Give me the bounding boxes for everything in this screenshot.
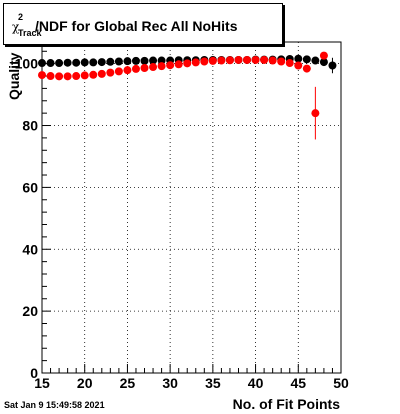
data-point-series-2 <box>174 60 183 69</box>
data-point-series-1 <box>89 58 98 67</box>
data-point-series-2 <box>114 67 123 76</box>
chi-symbol: χ <box>12 20 20 34</box>
data-point-series-2 <box>277 57 286 66</box>
data-point-series-2 <box>208 56 217 65</box>
x-tick-label: 40 <box>248 375 264 391</box>
data-point-series-1 <box>157 56 166 65</box>
data-point-series-2 <box>319 51 328 60</box>
data-point-series-1 <box>106 57 115 66</box>
title-box: χ 2 Track /NDF for Global Rec All NoHits <box>3 3 283 45</box>
data-point-series-1 <box>140 56 149 65</box>
data-point-series-2 <box>311 109 320 118</box>
x-tick-label: 35 <box>205 375 221 391</box>
data-point-series-2 <box>183 59 192 68</box>
x-tick-label: 50 <box>333 375 349 391</box>
data-point-series-2 <box>166 61 175 70</box>
data-point-series-1 <box>131 56 140 65</box>
y-tick-label: 60 <box>22 179 38 195</box>
y-axis-label: Quality <box>6 52 22 100</box>
data-point-series-1 <box>294 54 303 63</box>
data-point-series-2 <box>157 62 166 71</box>
data-point-series-2 <box>225 56 234 65</box>
x-tick-label: 45 <box>290 375 306 391</box>
data-point-series-2 <box>131 64 140 73</box>
x-tick-label: 30 <box>162 375 178 391</box>
data-point-series-2 <box>268 56 277 65</box>
data-point-series-2 <box>106 68 115 77</box>
data-point-series-2 <box>97 69 106 78</box>
data-point-series-1 <box>149 56 158 65</box>
data-point-series-2 <box>234 55 243 64</box>
data-point-series-2 <box>149 63 158 72</box>
data-point-series-1 <box>63 58 72 67</box>
data-point-series-1 <box>80 58 89 67</box>
y-tick-label: 80 <box>22 118 38 134</box>
data-point-series-2 <box>285 59 294 68</box>
y-tick-label: 0 <box>30 365 38 381</box>
plot-frame <box>41 41 342 374</box>
data-point-series-1 <box>328 61 337 70</box>
data-point-series-1 <box>311 56 320 65</box>
data-point-series-2 <box>72 72 81 81</box>
data-point-series-1 <box>72 58 81 67</box>
data-point-series-2 <box>123 66 132 75</box>
data-point-series-1 <box>38 59 46 68</box>
x-tick-label: 15 <box>34 375 50 391</box>
data-point-series-2 <box>38 71 46 80</box>
data-point-series-2 <box>80 71 89 80</box>
data-point-series-1 <box>302 55 311 64</box>
x-axis-label: No. of Fit Points <box>232 396 340 412</box>
data-point-series-1 <box>55 59 64 68</box>
chi-subscript: Track <box>18 28 42 38</box>
y-tick-label: 100 <box>15 56 39 72</box>
data-point-series-2 <box>63 72 72 81</box>
data-point-series-2 <box>89 70 98 79</box>
date-stamp: Sat Jan 9 15:49:58 2021 <box>4 400 105 410</box>
data-point-series-1 <box>123 57 132 66</box>
chi-superscript: 2 <box>18 12 24 22</box>
data-point-series-2 <box>140 63 149 72</box>
data-point-series-2 <box>217 56 226 65</box>
data-point-series-2 <box>243 55 252 64</box>
data-point-series-2 <box>251 55 260 64</box>
data-point-series-1 <box>46 59 55 68</box>
data-point-series-2 <box>46 72 55 81</box>
data-point-series-2 <box>191 58 200 67</box>
data-point-series-2 <box>200 57 209 66</box>
data-point-series-2 <box>302 64 311 73</box>
data-point-series-2 <box>55 72 64 81</box>
data-point-series-2 <box>294 61 303 70</box>
x-tick-label: 20 <box>77 375 93 391</box>
data-points <box>38 51 337 140</box>
data-point-series-1 <box>319 58 328 67</box>
data-point-series-2 <box>260 55 269 64</box>
data-point-series-1 <box>97 58 106 67</box>
y-tick-label: 40 <box>22 241 38 257</box>
data-point-series-1 <box>114 57 123 66</box>
chart-title: /NDF for Global Rec All NoHits <box>35 18 238 34</box>
y-tick-label: 20 <box>22 303 38 319</box>
tick-labels: 15 20 25 30 35 40 45 50 0 20 40 60 80 100 <box>15 56 349 391</box>
x-tick-label: 25 <box>120 375 136 391</box>
